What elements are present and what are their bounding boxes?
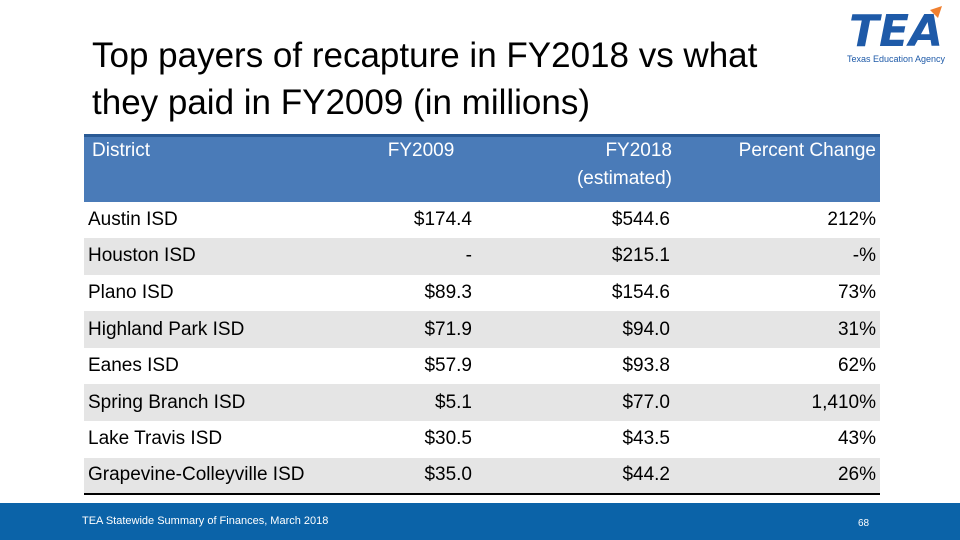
table-row: Houston ISD - $215.1 -%	[84, 238, 880, 275]
cell-fy2018: $544.6	[611, 208, 670, 230]
page-title: Top payers of recapture in FY2018 vs wha…	[92, 36, 758, 122]
table-row: Lake Travis ISD $30.5 $43.5 43%	[84, 421, 880, 458]
cell-district: Lake Travis ISD	[88, 428, 223, 450]
cell-fy2009: $35.0	[366, 457, 476, 496]
tea-logo-mark: TEA	[849, 6, 943, 52]
cell-percent-change: 31%	[837, 318, 876, 340]
cell-district: Highland Park ISD	[88, 318, 245, 340]
footer-bar: TEA Statewide Summary of Finances, March…	[0, 503, 960, 540]
tea-logo-letters: TEA	[849, 6, 943, 52]
header-fy2009: FY2009	[366, 134, 476, 202]
cell-percent-change: 26%	[676, 457, 880, 496]
cell-fy2018: $215.1	[611, 245, 670, 267]
header-percent-change: Percent Change	[676, 134, 880, 202]
table-row: Grapevine-Colleyville ISD $35.0 $44.2 26%	[84, 457, 880, 496]
table-row: Highland Park ISD $71.9 $94.0 31%	[84, 311, 880, 348]
cell-fy2009: -	[465, 245, 472, 267]
table-row: Plano ISD $89.3 $154.6 73%	[84, 275, 880, 312]
cell-fy2009: $57.9	[424, 355, 472, 377]
cell-percent-change: 1,410%	[811, 391, 876, 413]
cell-percent-change: -%	[852, 245, 876, 267]
cell-fy2018: $93.8	[622, 355, 670, 377]
header-district: District	[84, 134, 366, 202]
cell-district: Houston ISD	[88, 245, 196, 267]
header-fy2018-label: FY2018 (estimated)	[576, 140, 672, 189]
table-row: Eanes ISD $57.9 $93.8 62%	[84, 348, 880, 385]
cell-fy2018: $43.5	[622, 428, 670, 450]
recapture-table: District FY2009 FY2018 (estimated) Perce…	[84, 134, 880, 496]
cell-percent-change: 43%	[837, 428, 876, 450]
cell-percent-change: 62%	[837, 355, 876, 377]
cell-fy2009: $30.5	[424, 428, 472, 450]
cell-percent-change: 73%	[837, 281, 876, 303]
cell-district: Eanes ISD	[88, 355, 179, 377]
cell-fy2009: $174.4	[413, 208, 472, 230]
cell-percent-change: 212%	[827, 208, 876, 230]
cell-district: Grapevine-Colleyville ISD	[84, 457, 366, 496]
cell-district: Plano ISD	[88, 281, 174, 303]
cell-district: Spring Branch ISD	[88, 391, 246, 413]
table-row: Spring Branch ISD $5.1 $77.0 1,410%	[84, 384, 880, 422]
table-header-row: District FY2009 FY2018 (estimated) Perce…	[84, 134, 880, 202]
cell-fy2018: $77.0	[622, 391, 670, 413]
cell-district: Austin ISD	[88, 208, 178, 230]
tea-logo-subtitle: Texas Education Agency	[846, 54, 946, 64]
cell-fy2009: $5.1	[435, 391, 472, 413]
star-icon	[930, 6, 942, 18]
cell-fy2018: $94.0	[622, 318, 670, 340]
cell-fy2009: $71.9	[424, 318, 472, 340]
cell-fy2018: $154.6	[611, 281, 670, 303]
cell-fy2009: $89.3	[424, 281, 472, 303]
tea-logo: TEA Texas Education Agency	[840, 6, 952, 70]
table-row: Austin ISD $174.4 $544.6 212%	[84, 202, 880, 239]
cell-fy2018: $44.2	[476, 457, 676, 496]
page-number: 68	[858, 518, 870, 529]
footer-text: TEA Statewide Summary of Finances, March…	[82, 515, 329, 527]
header-fy2018: FY2018 (estimated)	[476, 134, 676, 202]
